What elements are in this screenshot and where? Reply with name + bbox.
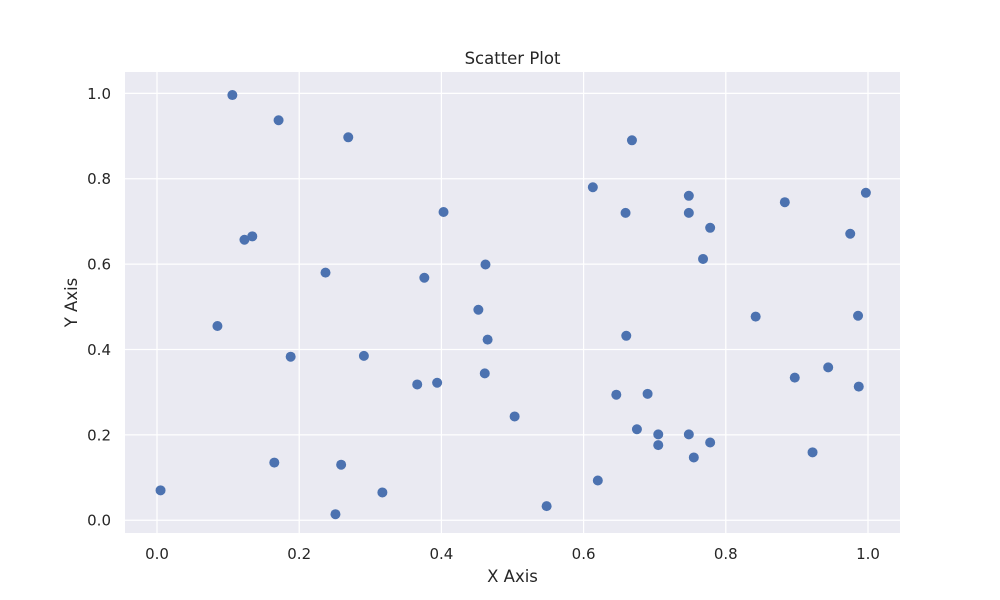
scatter-point xyxy=(653,429,664,440)
scatter-point xyxy=(626,135,637,146)
scatter-point xyxy=(705,222,716,233)
y-tick-label: 1.0 xyxy=(87,85,111,103)
scatter-point xyxy=(269,457,280,468)
scatter-point xyxy=(541,501,552,512)
scatter-point xyxy=(155,485,166,496)
scatter-point xyxy=(698,253,709,264)
scatter-point xyxy=(642,388,653,399)
scatter-point xyxy=(592,475,603,486)
scatter-point xyxy=(343,132,354,143)
scatter-point xyxy=(509,411,520,422)
y-tick-label: 0.0 xyxy=(87,512,111,530)
scatter-point xyxy=(621,330,632,341)
y-tick-label: 0.6 xyxy=(87,256,111,274)
scatter-point xyxy=(683,207,694,218)
y-tick-label: 0.4 xyxy=(87,341,111,359)
scatter-point xyxy=(683,190,694,201)
scatter-point xyxy=(688,452,699,463)
x-tick-label: 0.4 xyxy=(429,545,453,563)
y-tick-labels: 0.0 0.2 0.4 0.6 0.8 1.0 xyxy=(87,85,111,530)
scatter-point xyxy=(750,311,761,322)
scatter-point xyxy=(779,197,790,208)
scatter-point xyxy=(789,372,800,383)
scatter-point xyxy=(705,437,716,448)
data-points xyxy=(155,90,871,520)
chart-title: Scatter Plot xyxy=(465,49,561,68)
scatter-point xyxy=(432,377,443,388)
scatter-point xyxy=(273,115,284,126)
scatter-point xyxy=(212,320,223,331)
scatter-point xyxy=(320,267,331,278)
scatter-point xyxy=(479,368,490,379)
scatter-point xyxy=(683,429,694,440)
scatter-point xyxy=(611,389,622,400)
scatter-point xyxy=(860,187,871,198)
x-tick-label: 1.0 xyxy=(856,545,880,563)
scatter-point xyxy=(482,334,493,345)
scatter-point xyxy=(845,228,856,239)
scatter-point xyxy=(587,182,598,193)
scatter-point xyxy=(438,207,449,218)
x-tick-labels: 0.0 0.2 0.4 0.6 0.8 1.0 xyxy=(145,545,880,563)
scatter-point xyxy=(853,381,864,392)
scatter-point xyxy=(227,90,238,101)
x-axis-label: X Axis xyxy=(487,567,538,586)
grid xyxy=(125,72,900,533)
scatter-point xyxy=(330,509,341,520)
scatter-point xyxy=(620,207,631,218)
scatter-point xyxy=(412,379,423,390)
scatter-point xyxy=(480,259,491,270)
x-tick-label: 0.0 xyxy=(145,545,169,563)
scatter-point xyxy=(473,304,484,315)
scatter-point xyxy=(853,310,864,321)
y-tick-label: 0.8 xyxy=(87,170,111,188)
scatter-point xyxy=(285,351,296,362)
x-tick-label: 0.6 xyxy=(572,545,596,563)
y-tick-label: 0.2 xyxy=(87,426,111,444)
scatter-point xyxy=(336,459,347,470)
scatter-point xyxy=(358,350,369,361)
scatter-point xyxy=(823,362,834,373)
y-axis-label: Y Axis xyxy=(62,278,81,329)
scatter-point xyxy=(239,234,250,245)
scatter-point xyxy=(247,231,258,242)
scatter-point xyxy=(377,487,388,498)
x-tick-label: 0.2 xyxy=(287,545,311,563)
plot-area xyxy=(125,72,900,533)
x-tick-label: 0.8 xyxy=(714,545,738,563)
scatter-point xyxy=(653,440,664,451)
scatter-point xyxy=(631,424,642,435)
scatter-point xyxy=(419,272,430,283)
scatter-point xyxy=(807,447,818,458)
